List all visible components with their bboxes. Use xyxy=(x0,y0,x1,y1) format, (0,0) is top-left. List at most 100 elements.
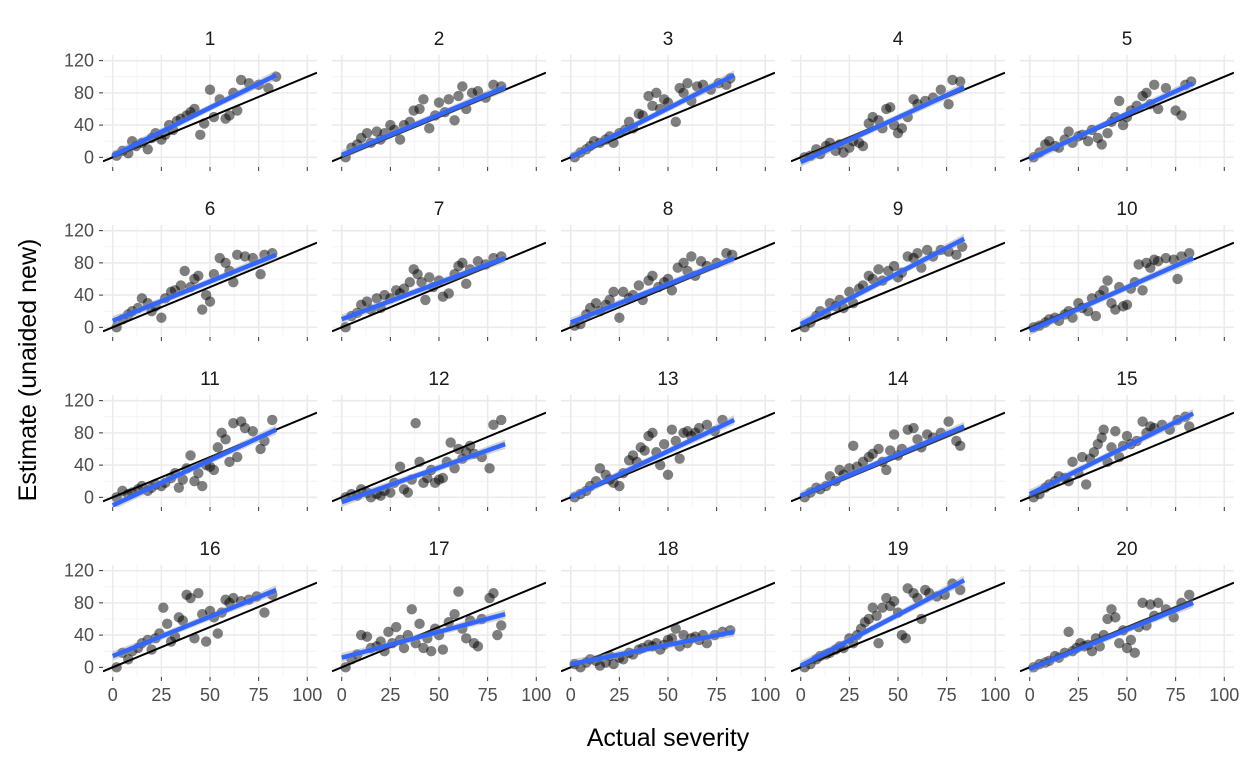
data-point xyxy=(414,103,425,115)
data-point xyxy=(867,602,878,613)
fit-line xyxy=(111,252,277,323)
data-point xyxy=(464,440,476,451)
data-point xyxy=(1121,299,1133,310)
data-point xyxy=(433,97,445,108)
panel-plot-area xyxy=(561,70,775,163)
panel-plot-area xyxy=(1020,241,1234,336)
data-point xyxy=(1080,479,1092,490)
data-point xyxy=(255,443,266,455)
data-point xyxy=(848,297,859,309)
data-point xyxy=(1090,310,1102,322)
data-point xyxy=(162,618,173,630)
data-point xyxy=(443,288,454,299)
fit-line xyxy=(340,442,506,505)
data-point xyxy=(204,84,216,95)
data-point xyxy=(1129,647,1140,659)
data-point xyxy=(391,621,402,633)
data-point xyxy=(420,294,431,306)
data-point xyxy=(678,629,689,641)
data-point xyxy=(406,604,417,615)
fit-line xyxy=(799,578,966,668)
data-point xyxy=(461,278,472,290)
data-point xyxy=(896,123,908,134)
data-point xyxy=(1088,447,1100,458)
fit-line xyxy=(111,587,277,659)
y-tick-label: 80 xyxy=(74,83,94,103)
facet-panel-9: 9 xyxy=(791,199,1005,341)
data-point xyxy=(224,110,235,121)
data-point xyxy=(1102,613,1113,625)
data-point xyxy=(212,628,223,639)
data-point xyxy=(701,637,713,649)
data-point xyxy=(881,464,892,476)
data-point xyxy=(453,90,464,102)
panel-plot-area xyxy=(103,70,317,163)
data-point xyxy=(863,613,875,625)
data-point xyxy=(1145,599,1156,610)
data-point xyxy=(1096,432,1107,443)
data-point xyxy=(443,617,454,628)
data-point xyxy=(1098,285,1109,296)
data-point xyxy=(422,472,433,484)
data-point xyxy=(1168,612,1179,623)
panel-strip-label: 9 xyxy=(893,199,904,220)
data-point xyxy=(643,90,654,102)
data-point xyxy=(179,265,190,277)
identity-reference-line xyxy=(103,581,317,673)
data-point xyxy=(492,629,503,641)
panel-strip-label: 10 xyxy=(1116,199,1137,220)
data-point xyxy=(1141,87,1152,99)
y-tick-label: 0 xyxy=(84,317,94,337)
data-point xyxy=(437,472,449,484)
data-point xyxy=(674,453,685,464)
data-point xyxy=(232,249,243,261)
data-point xyxy=(375,636,386,647)
panel-plot-area xyxy=(103,581,317,673)
data-point xyxy=(951,249,962,261)
data-point xyxy=(1077,451,1088,463)
data-point xyxy=(267,414,278,426)
panel-plot-area xyxy=(791,411,1005,503)
x-tick-label: 50 xyxy=(200,685,220,705)
data-point xyxy=(614,312,625,323)
data-point xyxy=(383,626,394,638)
panel-strip-label: 2 xyxy=(434,29,445,50)
data-point xyxy=(208,464,220,476)
panel-plot-area xyxy=(791,575,1005,673)
data-point xyxy=(185,592,196,604)
data-point xyxy=(1133,259,1144,270)
fit-line xyxy=(799,85,966,165)
data-point xyxy=(189,103,200,115)
y-tick-label: 40 xyxy=(74,455,94,475)
data-point xyxy=(1117,119,1129,131)
identity-reference-line xyxy=(1020,411,1234,503)
data-point xyxy=(670,435,681,447)
fit-line xyxy=(1028,255,1195,333)
data-point xyxy=(255,268,266,280)
data-point xyxy=(1184,589,1195,601)
facet-panel-1: 1 0 40 80 120 xyxy=(64,29,317,171)
panel-plot-area xyxy=(103,241,317,333)
data-point xyxy=(123,654,134,665)
y-tick-label: 120 xyxy=(64,221,94,241)
x-tick-label: 0 xyxy=(566,685,576,705)
y-tick-label: 80 xyxy=(74,593,94,613)
x-tick-label: 75 xyxy=(478,685,498,705)
data-point xyxy=(848,440,859,451)
x-axis-title: Actual severity xyxy=(587,724,750,752)
y-tick-label: 120 xyxy=(64,391,94,411)
data-point xyxy=(239,422,251,434)
data-point xyxy=(488,419,499,431)
data-point xyxy=(844,463,855,474)
data-point xyxy=(614,480,625,492)
fit-line xyxy=(799,236,966,327)
data-point xyxy=(185,450,196,461)
panel-strip-label: 13 xyxy=(657,369,678,390)
data-point xyxy=(394,461,406,472)
data-point xyxy=(472,641,484,652)
x-tick-label: 75 xyxy=(937,685,957,705)
data-point xyxy=(193,588,204,599)
data-point xyxy=(888,429,900,440)
fit-line xyxy=(111,73,278,158)
data-point xyxy=(247,252,258,264)
